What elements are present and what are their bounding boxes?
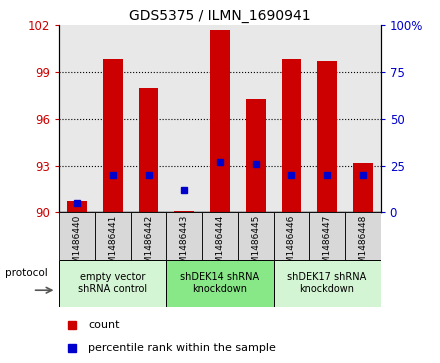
Bar	[131, 212, 166, 260]
Bar	[345, 212, 381, 260]
Bar	[59, 260, 166, 307]
Bar	[353, 163, 373, 212]
Text: GSM1486442: GSM1486442	[144, 215, 153, 275]
Bar	[282, 59, 301, 212]
Bar	[274, 212, 309, 260]
Text: protocol: protocol	[5, 268, 48, 278]
Text: shDEK17 shRNA
knockdown: shDEK17 shRNA knockdown	[287, 272, 367, 294]
Text: GSM1486447: GSM1486447	[323, 215, 332, 275]
Title: GDS5375 / ILMN_1690941: GDS5375 / ILMN_1690941	[129, 9, 311, 23]
Bar	[95, 212, 131, 260]
Text: GSM1486448: GSM1486448	[358, 215, 367, 275]
Text: GSM1486445: GSM1486445	[251, 215, 260, 275]
Text: GSM1486446: GSM1486446	[287, 215, 296, 275]
Text: count: count	[88, 320, 120, 330]
Bar	[309, 212, 345, 260]
Bar	[274, 260, 381, 307]
Bar	[202, 212, 238, 260]
Bar	[246, 99, 265, 212]
Text: GSM1486441: GSM1486441	[108, 215, 117, 275]
Bar	[317, 61, 337, 212]
Text: GSM1486440: GSM1486440	[73, 215, 82, 275]
Text: GSM1486444: GSM1486444	[216, 215, 224, 275]
Bar	[59, 212, 95, 260]
Text: percentile rank within the sample: percentile rank within the sample	[88, 343, 276, 353]
Bar	[238, 212, 274, 260]
Text: GSM1486443: GSM1486443	[180, 215, 189, 275]
Bar	[139, 88, 158, 212]
Bar	[67, 201, 87, 212]
Bar	[166, 212, 202, 260]
Text: empty vector
shRNA control: empty vector shRNA control	[78, 272, 147, 294]
Text: shDEK14 shRNA
knockdown: shDEK14 shRNA knockdown	[180, 272, 260, 294]
Bar	[210, 30, 230, 212]
Bar	[166, 260, 274, 307]
Bar	[175, 211, 194, 212]
Bar	[103, 59, 123, 212]
